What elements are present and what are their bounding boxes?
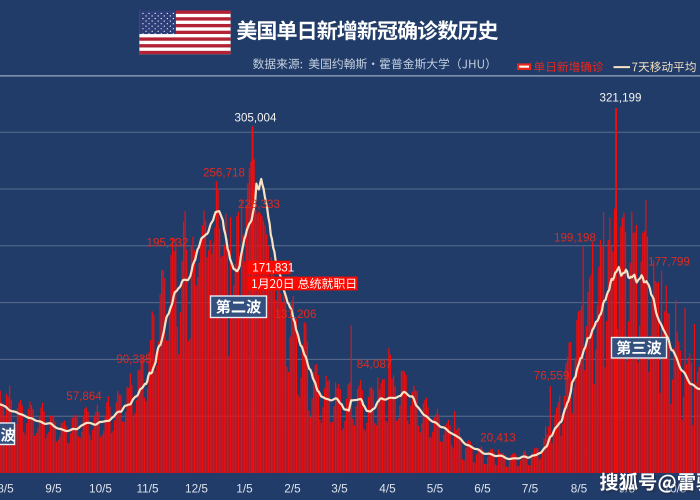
svg-text:171,831: 171,831 bbox=[252, 261, 294, 274]
svg-text:256,718: 256,718 bbox=[203, 167, 245, 180]
svg-text:2/5: 2/5 bbox=[284, 481, 301, 495]
svg-text:4/5: 4/5 bbox=[379, 481, 396, 495]
svg-text:8/5: 8/5 bbox=[0, 481, 14, 495]
svg-text:9/5: 9/5 bbox=[45, 481, 62, 495]
svg-text:10/5: 10/5 bbox=[89, 481, 112, 495]
svg-text:84,087: 84,087 bbox=[357, 358, 392, 371]
svg-text:305,004: 305,004 bbox=[235, 112, 277, 125]
svg-text:195,232: 195,232 bbox=[147, 237, 189, 250]
svg-text:11/5: 11/5 bbox=[136, 481, 159, 495]
svg-text:1/5: 1/5 bbox=[236, 481, 253, 495]
svg-text:228,333: 228,333 bbox=[238, 198, 280, 211]
svg-text:5/5: 5/5 bbox=[427, 481, 444, 495]
svg-text:90,335: 90,335 bbox=[116, 353, 151, 366]
svg-text:199,198: 199,198 bbox=[554, 232, 596, 245]
svg-text:3/5: 3/5 bbox=[331, 481, 348, 495]
svg-text:76,559: 76,559 bbox=[534, 370, 569, 383]
svg-text:131,206: 131,206 bbox=[275, 308, 317, 321]
svg-text:177,799: 177,799 bbox=[648, 256, 690, 269]
svg-text:321,199: 321,199 bbox=[600, 92, 642, 105]
svg-text:7/5: 7/5 bbox=[522, 481, 539, 495]
svg-text:57,864: 57,864 bbox=[66, 390, 102, 403]
svg-text:6/5: 6/5 bbox=[474, 481, 491, 495]
svg-text:12/5: 12/5 bbox=[185, 481, 208, 495]
svg-text:8/5: 8/5 bbox=[571, 481, 588, 495]
svg-text:20,413: 20,413 bbox=[480, 432, 515, 445]
